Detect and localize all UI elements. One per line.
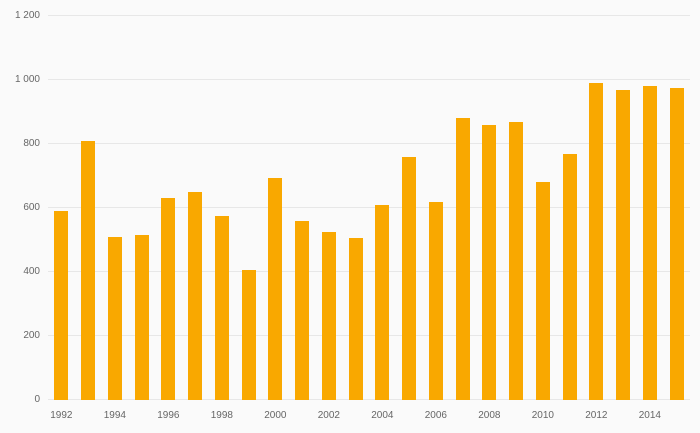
bar[interactable]	[509, 121, 524, 400]
bar[interactable]	[482, 124, 497, 400]
x-axis-tick-label	[182, 409, 209, 423]
bar-slot	[289, 16, 316, 400]
x-axis-tick-label	[663, 409, 690, 423]
bar-slot	[48, 16, 75, 400]
bar[interactable]	[268, 177, 283, 400]
x-axis: 1992 1994 1996 1998 2000 2002 2004 2006 2008 2010…	[48, 409, 690, 423]
x-axis-tick-label	[235, 409, 262, 423]
bar[interactable]	[642, 86, 657, 400]
bar-slot	[583, 16, 610, 400]
bar[interactable]	[562, 153, 577, 400]
bar[interactable]	[589, 83, 604, 400]
bar-slot	[209, 16, 236, 400]
gridline	[48, 399, 690, 400]
gridline	[48, 15, 690, 16]
x-axis-tick-label: 1996	[157, 410, 180, 421]
bar-slot	[155, 16, 182, 400]
y-axis-tick-label: 200	[23, 330, 40, 341]
y-axis-tick-label: 400	[23, 266, 40, 277]
bar[interactable]	[321, 232, 336, 400]
gridline	[48, 335, 690, 336]
y-axis-tick-label: 0	[34, 394, 40, 405]
bar[interactable]	[402, 156, 417, 400]
bar[interactable]	[348, 238, 363, 400]
bar[interactable]	[616, 89, 631, 400]
x-axis-tick-label: 1992	[50, 410, 73, 421]
bar-slot	[610, 16, 637, 400]
bar[interactable]	[161, 198, 176, 400]
bar-slot	[449, 16, 476, 400]
bar[interactable]	[214, 216, 229, 400]
x-axis-tick-label: 1994	[103, 410, 126, 421]
bar[interactable]	[107, 236, 122, 400]
bar-slot	[503, 16, 530, 400]
x-axis-tick-label: 2010	[531, 410, 554, 421]
y-axis-tick-label: 600	[23, 202, 40, 213]
x-axis-tick-label: 2006	[424, 410, 447, 421]
bar-slot	[102, 16, 129, 400]
bar-slot	[369, 16, 396, 400]
gridline	[48, 79, 690, 80]
bar-slot	[316, 16, 343, 400]
bar[interactable]	[241, 270, 256, 400]
x-axis-tick-label	[503, 409, 530, 423]
bar[interactable]	[134, 235, 149, 400]
bar-slot	[182, 16, 209, 400]
y-axis-tick-label: 1 200	[14, 10, 40, 21]
x-axis-tick-label: 2012	[585, 410, 608, 421]
gridline	[48, 143, 690, 144]
bar-slot	[663, 16, 690, 400]
x-axis-tick-label: 2014	[638, 410, 661, 421]
x-axis-tick-label	[128, 409, 155, 423]
bar[interactable]	[669, 88, 684, 400]
x-axis-tick-label	[75, 409, 102, 423]
bar[interactable]	[535, 182, 550, 400]
bar-slot	[476, 16, 503, 400]
bar[interactable]	[188, 192, 203, 400]
x-axis-tick-label: 2000	[264, 410, 287, 421]
bar-slot	[235, 16, 262, 400]
x-axis-tick-label: 2002	[317, 410, 340, 421]
bar-slot	[423, 16, 450, 400]
x-axis-tick-label: 2004	[371, 410, 394, 421]
bar-slot	[556, 16, 583, 400]
gridline	[48, 271, 690, 272]
x-axis-tick-label	[556, 409, 583, 423]
gridlines	[48, 15, 690, 400]
bar[interactable]	[428, 201, 443, 400]
y-axis-tick-label: 1 000	[14, 74, 40, 85]
x-axis-tick-label	[610, 409, 637, 423]
x-axis-tick-label	[449, 409, 476, 423]
bar-slot	[262, 16, 289, 400]
gridline	[48, 207, 690, 208]
x-axis-tick-label	[289, 409, 316, 423]
plot-area	[48, 15, 690, 400]
bar[interactable]	[81, 140, 96, 400]
bar-slot	[530, 16, 557, 400]
x-axis-tick-label	[396, 409, 423, 423]
bar[interactable]	[375, 204, 390, 400]
bar-slot	[128, 16, 155, 400]
bar[interactable]	[455, 118, 470, 400]
bar[interactable]	[295, 220, 310, 400]
y-axis: 0 200 400 600 800 1 000 1 200	[0, 11, 44, 405]
bar-slot	[396, 16, 423, 400]
x-axis-tick-label: 1998	[210, 410, 233, 421]
bar-slot	[75, 16, 102, 400]
bar-series	[48, 16, 690, 400]
bar-slot	[342, 16, 369, 400]
bar[interactable]	[54, 211, 69, 400]
bar-slot	[637, 16, 664, 400]
x-axis-tick-label: 2008	[478, 410, 501, 421]
y-axis-tick-label: 800	[23, 138, 40, 149]
x-axis-tick-label	[342, 409, 369, 423]
